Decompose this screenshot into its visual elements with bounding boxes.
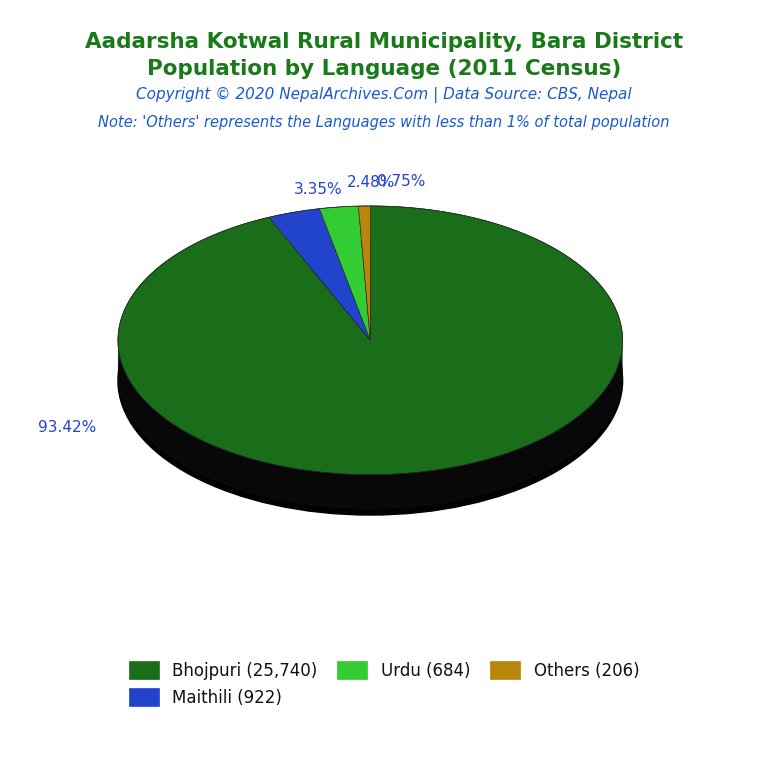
Text: Population by Language (2011 Census): Population by Language (2011 Census) — [147, 59, 621, 79]
Polygon shape — [118, 341, 623, 508]
Text: Aadarsha Kotwal Rural Municipality, Bara District: Aadarsha Kotwal Rural Municipality, Bara… — [85, 32, 683, 52]
Text: 3.35%: 3.35% — [293, 182, 343, 197]
PathPatch shape — [319, 206, 370, 340]
Text: 93.42%: 93.42% — [38, 420, 96, 435]
Text: 2.48%: 2.48% — [347, 175, 396, 190]
Text: 0.75%: 0.75% — [377, 174, 425, 189]
PathPatch shape — [359, 206, 370, 340]
Ellipse shape — [118, 247, 623, 515]
Text: Note: 'Others' represents the Languages with less than 1% of total population: Note: 'Others' represents the Languages … — [98, 115, 670, 131]
PathPatch shape — [118, 206, 623, 475]
Legend: Bhojpuri (25,740), Maithili (922), Urdu (684), Others (206): Bhojpuri (25,740), Maithili (922), Urdu … — [122, 654, 646, 713]
Ellipse shape — [118, 240, 623, 508]
Text: Copyright © 2020 NepalArchives.Com | Data Source: CBS, Nepal: Copyright © 2020 NepalArchives.Com | Dat… — [136, 88, 632, 103]
PathPatch shape — [269, 209, 370, 340]
